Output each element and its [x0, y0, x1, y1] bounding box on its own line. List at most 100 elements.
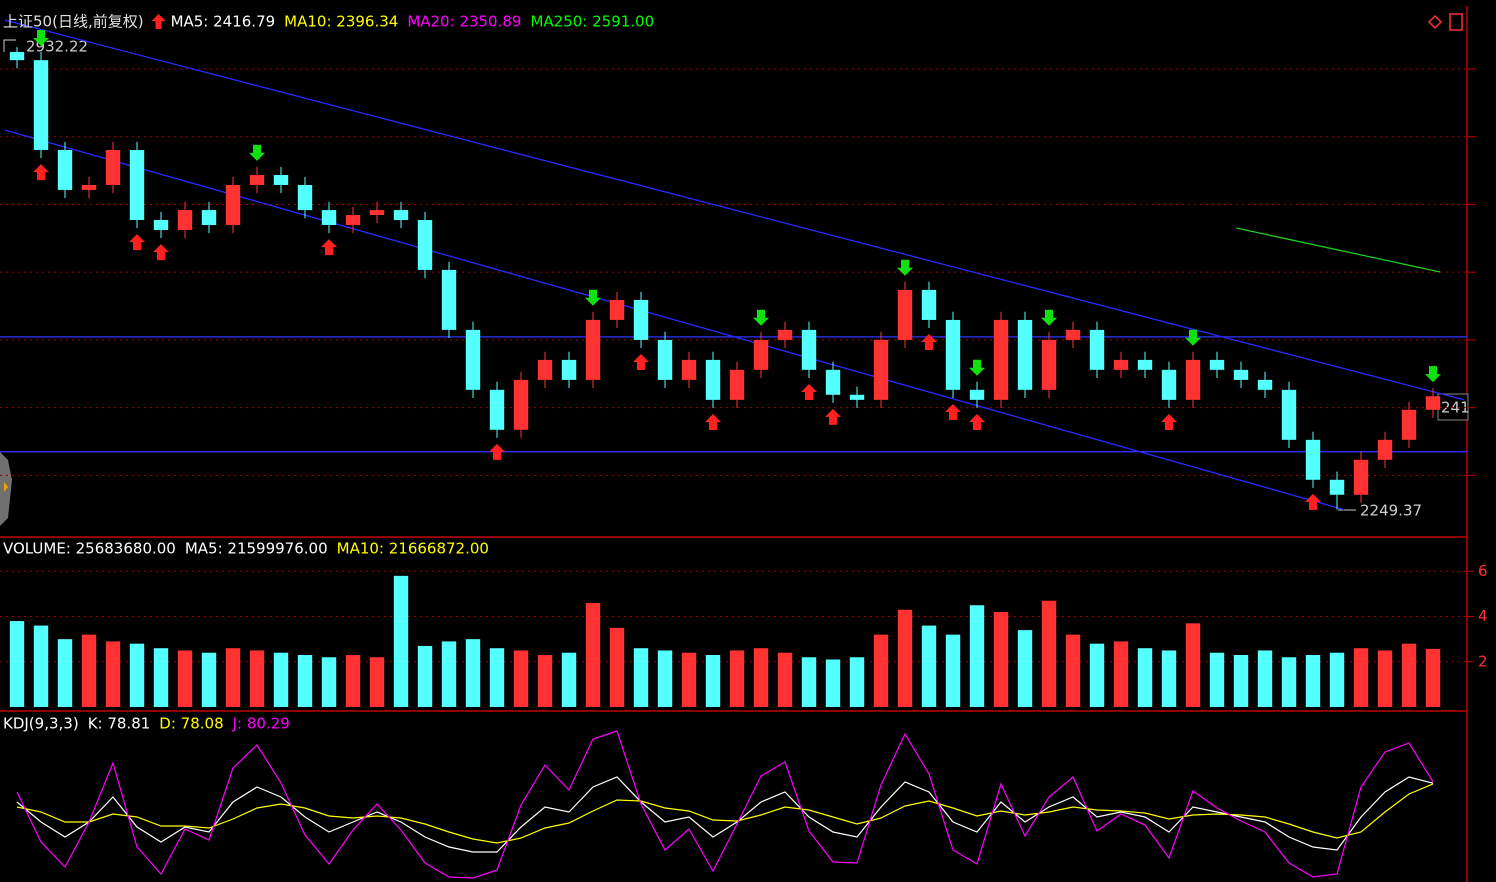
candle-body — [1065, 329, 1081, 340]
volume-bar — [1257, 650, 1273, 707]
buy-signal — [705, 413, 721, 430]
volume-bar — [369, 657, 385, 707]
header-label: D: 78.08 — [159, 715, 223, 733]
candle-body — [825, 369, 841, 395]
kdj-line — [16, 730, 1434, 879]
volume-bar — [153, 648, 169, 707]
volume-bar — [1209, 652, 1225, 707]
kdj-line — [16, 776, 1434, 853]
candle-body — [417, 220, 433, 270]
volume-bar — [105, 641, 121, 707]
header-label: MA10: 2396.34 — [284, 13, 398, 31]
volume-bar — [537, 654, 553, 707]
sell-signal — [585, 289, 601, 306]
buy-signal — [489, 443, 505, 460]
candle-body — [57, 149, 73, 190]
volume-bar — [1041, 600, 1057, 707]
volume-bar — [1089, 643, 1105, 707]
candle-body — [513, 379, 529, 430]
candle-body — [153, 220, 169, 230]
candle-body — [1353, 459, 1369, 495]
candle-body — [1161, 369, 1177, 400]
volume-bar — [1305, 654, 1321, 707]
candle-body — [849, 394, 865, 400]
window-icon[interactable] — [1427, 14, 1443, 30]
buy-signal — [945, 403, 961, 420]
sell-signal — [897, 259, 913, 276]
candle-body — [1089, 329, 1105, 370]
volume-bar — [1377, 650, 1393, 707]
candle-body — [9, 52, 25, 61]
candle-body — [201, 210, 217, 226]
top-bar — [1420, 0, 1496, 6]
buy-signal — [921, 334, 937, 351]
volume-bar — [1113, 641, 1129, 707]
sell-signal — [1185, 329, 1201, 346]
volume-bar — [1353, 648, 1369, 707]
candle-body — [633, 299, 649, 340]
header-label: MA10: 21666872.00 — [337, 540, 489, 558]
volume-bar — [345, 654, 361, 707]
buy-signal — [1161, 413, 1177, 430]
header-label: J: 80.29 — [232, 715, 290, 733]
volume-bar — [777, 652, 793, 707]
buy-signal — [321, 239, 337, 256]
y-tick-label: 4 — [1478, 607, 1488, 625]
volume-bar — [513, 650, 529, 707]
candle-body — [1137, 359, 1153, 370]
candle-body — [273, 174, 289, 185]
candle-body — [81, 184, 97, 190]
last-price-label: 241 — [1441, 399, 1470, 417]
window-icon[interactable] — [1449, 13, 1463, 31]
buy-signal — [129, 234, 145, 251]
candle-body — [777, 329, 793, 340]
candle-body — [897, 289, 913, 340]
volume-bar — [33, 625, 49, 707]
candle-body — [993, 319, 1009, 400]
volume-bar — [849, 657, 865, 707]
candle-body — [609, 299, 625, 320]
buy-signal — [33, 164, 49, 181]
buy-signal — [1305, 493, 1321, 510]
volume-bar — [393, 575, 409, 707]
header-label: MA5: 21599976.00 — [185, 540, 328, 558]
volume-bar — [273, 652, 289, 707]
candle-body — [249, 174, 265, 185]
candle-body — [729, 369, 745, 400]
candle-body — [369, 210, 385, 216]
candle-body — [1329, 479, 1345, 495]
volume-bar — [297, 654, 313, 707]
candle-body — [1377, 439, 1393, 460]
volume-bar — [801, 657, 817, 707]
trend-line — [1236, 227, 1441, 273]
scroll-arrow — [4, 482, 8, 492]
high-pointer — [3, 39, 16, 52]
candle-body — [1425, 396, 1441, 410]
volume-bar — [969, 605, 985, 707]
trend-line — [4, 129, 1345, 511]
volume-bar — [681, 652, 697, 707]
volume-bar — [417, 645, 433, 707]
volume-bar — [873, 634, 889, 707]
candle-body — [1281, 389, 1297, 440]
volume-bar — [489, 648, 505, 707]
volume-bar — [177, 650, 193, 707]
candle-body — [969, 389, 985, 400]
volume-bar — [609, 627, 625, 707]
header-label: 上证50(日线,前复权) — [3, 13, 144, 31]
candle-body — [1041, 339, 1057, 390]
header-label: KDJ(9,3,3) — [3, 715, 79, 733]
low-label: 2249.37 — [1360, 502, 1422, 520]
volume-bar — [1065, 634, 1081, 707]
volume-bar — [657, 650, 673, 707]
header-label: MA20: 2350.89 — [407, 13, 521, 31]
candle-body — [1017, 319, 1033, 390]
candle-body — [945, 319, 961, 390]
volume-bar — [729, 650, 745, 707]
volume-bar — [561, 652, 577, 707]
volume-bar — [1401, 643, 1417, 707]
candle-body — [225, 184, 241, 226]
candle-body — [1257, 379, 1273, 390]
